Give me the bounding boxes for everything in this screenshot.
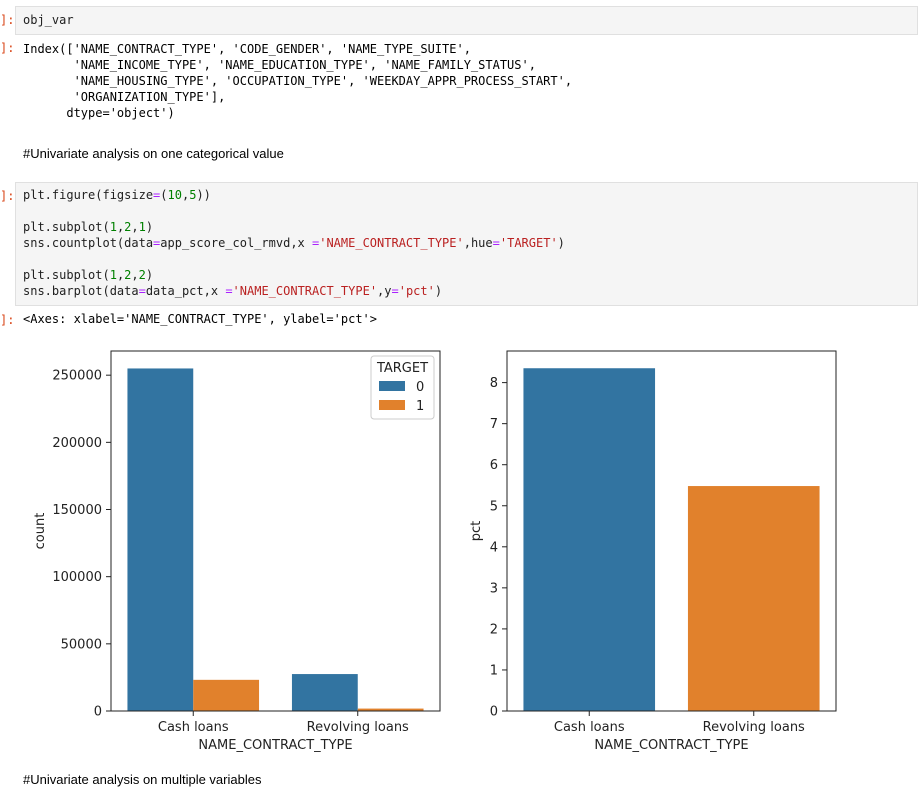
barplot-ytick-label: 8 <box>490 376 498 391</box>
countplot-xtick-label: Revolving loans <box>307 720 409 735</box>
cell-1-output-line: 'NAME_HOUSING_TYPE', 'OCCUPATION_TYPE', … <box>23 74 573 88</box>
countplot-legend-label: 0 <box>416 380 424 395</box>
cell-1-output-prompt: ]: <box>0 41 15 55</box>
barplot-frame <box>506 350 837 712</box>
cell-1-code: obj_var <box>23 13 74 27</box>
cell-1-input[interactable]: obj_var <box>15 6 918 35</box>
barplot-xlabel: NAME_CONTRACT_TYPE <box>594 738 748 753</box>
countplot-frame <box>110 350 441 712</box>
countplot-ytick-label: 250000 <box>52 369 102 384</box>
barplot-ytick-label: 7 <box>490 417 498 432</box>
cell-1-input-prompt: ]: <box>0 13 15 27</box>
barplot-ylabel: pct <box>469 521 484 542</box>
barplot-ytick-label: 0 <box>490 705 498 720</box>
cell-2-code-line: plt.figure(figsize=(10,5)) <box>23 188 211 202</box>
countplot-bar <box>291 674 358 711</box>
figure: 0 50000 100000 150000 200000 250000 Cash loans… <box>33 350 837 753</box>
countplot-legend-label: 1 <box>416 399 424 414</box>
cell-1-output-line: dtype='object') <box>23 106 175 120</box>
countplot-chart: 0 50000 100000 150000 200000 250000 Cash loans… <box>33 350 441 753</box>
cell-1-output-line: 'ORGANIZATION_TYPE'], <box>23 90 226 104</box>
cell-2-code-line: sns.countplot(data=app_score_col_rmvd,x … <box>23 236 565 250</box>
barplot-bar <box>523 368 656 711</box>
barplot-chart: 0 1 2 3 4 5 6 7 8 Cash loans Revolving loans NAME_C… <box>469 350 837 753</box>
cell-2-input[interactable]: plt.figure(figsize=(10,5)) plt.subplot(1,… <box>15 182 918 306</box>
barplot-bar <box>687 486 820 711</box>
barplot-ytick-label: 5 <box>490 499 498 514</box>
markdown-univariate-multiple: #Univariate analysis on multiple variabl… <box>23 774 262 787</box>
barplot-xtick-label: Cash loans <box>554 720 625 735</box>
barplot-ytick-label: 2 <box>490 622 498 637</box>
cell-1-output-line: 'NAME_INCOME_TYPE', 'NAME_EDUCATION_TYPE… <box>23 58 536 72</box>
countplot-ytick-label: 150000 <box>52 503 102 518</box>
countplot-legend-title: TARGET <box>376 361 428 376</box>
cell-2-output-prompt: ]: <box>0 313 15 327</box>
countplot-ylabel: count <box>33 513 48 550</box>
countplot-legend-swatch <box>379 400 405 410</box>
barplot-xtick-label: Revolving loans <box>703 720 805 735</box>
countplot-xlabel: NAME_CONTRACT_TYPE <box>198 738 352 753</box>
cell-2-output-text: <Axes: xlabel='NAME_CONTRACT_TYPE', ylab… <box>23 312 378 326</box>
cell-2-code-line: sns.barplot(data=data_pct,x ='NAME_CONTR… <box>23 284 443 298</box>
countplot-ytick-label: 200000 <box>52 436 102 451</box>
countplot-bar <box>357 708 424 711</box>
countplot-bar <box>127 368 194 711</box>
cell-2-code-line: plt.subplot(1,2,2) <box>23 268 154 282</box>
cell-2-code-line: plt.subplot(1,2,1) <box>23 220 154 234</box>
cell-2-input-prompt: ]: <box>0 189 15 203</box>
countplot-ytick-label: 0 <box>94 705 102 720</box>
countplot-bar <box>193 679 260 711</box>
barplot-ytick-label: 6 <box>490 458 498 473</box>
barplot-ytick-label: 3 <box>490 581 498 596</box>
cell-1-output-line: Index(['NAME_CONTRACT_TYPE', 'CODE_GENDE… <box>23 42 471 56</box>
countplot-legend-swatch <box>379 381 405 391</box>
barplot-ytick-label: 1 <box>490 663 498 678</box>
countplot-ytick-label: 50000 <box>61 637 102 652</box>
countplot-ytick-label: 100000 <box>52 570 102 585</box>
markdown-univariate-one: #Univariate analysis on one categorical … <box>23 146 284 161</box>
countplot-xtick-label: Cash loans <box>158 720 229 735</box>
barplot-ytick-label: 4 <box>490 540 498 555</box>
